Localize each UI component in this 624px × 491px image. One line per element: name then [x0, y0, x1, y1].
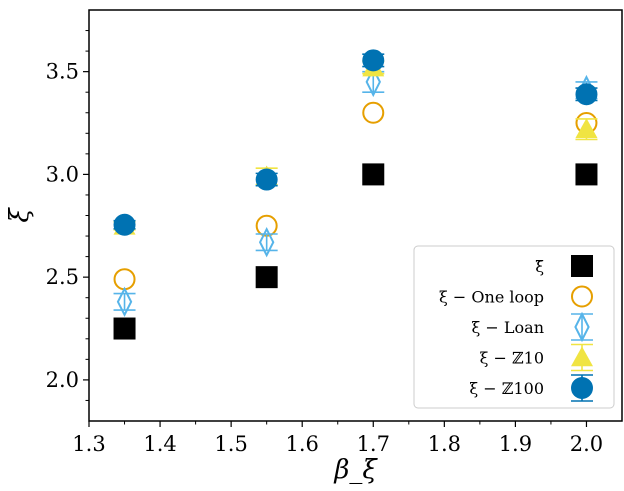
square-marker	[255, 266, 278, 289]
circle-marker	[575, 83, 598, 106]
y-axis-label: ξ	[5, 207, 35, 223]
series-3	[113, 56, 598, 235]
x-tick-label: 1.8	[428, 432, 461, 456]
axis-ticks: 1.3 1.4 1.5 1.6 1.7 1.8 1.9 2.0 2.0 2.5 3.0 3.5	[46, 30, 603, 456]
open-diamond-marker	[574, 311, 590, 343]
legend: ξ̄ ξ − One loop ξ − Loan ξ − ℤ10 ξ − ℤ100	[413, 245, 615, 409]
square-marker	[575, 163, 598, 186]
legend-label: ξ − One loop	[439, 288, 544, 307]
y-tick-label: 2.0	[46, 368, 79, 392]
open-diamond-marker	[116, 286, 133, 318]
triangle-marker	[575, 118, 598, 138]
circle-marker	[571, 377, 593, 399]
legend-label: ξ̄	[535, 257, 544, 276]
open-circle-marker	[113, 268, 136, 291]
x-axis-label: β_ξ	[333, 455, 378, 485]
x-tick-label: 2.0	[570, 432, 603, 456]
y-tick-label: 3.0	[46, 162, 79, 186]
series-0	[113, 163, 598, 340]
open-circle-marker	[362, 101, 385, 124]
square-marker	[571, 255, 593, 277]
series-4	[113, 49, 598, 236]
circle-marker	[255, 168, 278, 191]
data-marks	[113, 49, 598, 340]
x-tick-label: 1.9	[499, 432, 532, 456]
x-tick-label: 1.3	[72, 432, 105, 456]
legend-box	[413, 245, 615, 409]
square-marker	[113, 317, 136, 340]
triangle-marker	[571, 346, 593, 367]
square-marker	[362, 163, 385, 186]
legend-label: ξ − ℤ10	[480, 349, 544, 368]
open-diamond-marker	[258, 227, 275, 258]
y-tick-label: 3.5	[46, 60, 79, 84]
open-diamond-marker	[365, 66, 381, 98]
x-tick-label: 1.6	[285, 432, 318, 456]
x-tick-label: 1.5	[214, 432, 247, 456]
circle-marker	[362, 49, 385, 72]
open-circle-marker	[255, 214, 278, 237]
open-circle-marker	[571, 285, 593, 308]
legend-label: ξ − ℤ100	[469, 379, 544, 398]
x-tick-label: 1.4	[143, 432, 176, 456]
circle-marker	[113, 213, 136, 236]
legend-label: ξ − Loan	[472, 318, 545, 337]
y-tick-label: 2.5	[46, 265, 79, 289]
x-tick-label: 1.7	[357, 432, 390, 456]
